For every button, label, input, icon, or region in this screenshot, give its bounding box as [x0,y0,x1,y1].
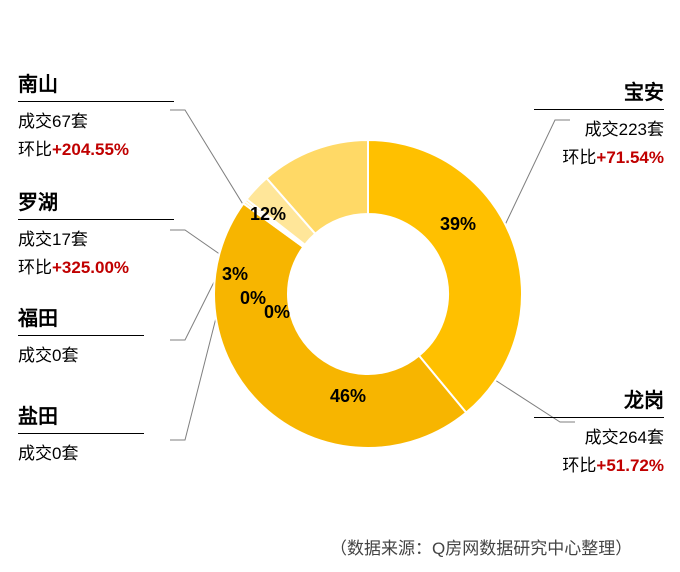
label-title: 龙岗 [534,384,664,413]
label-mom: 环比+51.72% [534,452,664,480]
leader-line [170,230,221,255]
label-rule [18,219,174,220]
label-nanshan: 南山 成交67套 环比+204.55% [18,68,174,164]
leader-line [170,310,218,440]
mom-value: +51.72% [596,456,664,475]
mom-value: +325.00% [52,258,129,277]
mom-prefix: 环比 [18,258,52,277]
label-title: 福田 [18,302,144,331]
slice-pct-label: 0% [264,302,290,322]
label-baoan: 宝安 成交223套 环比+71.54% [534,76,664,172]
label-deals: 成交67套 [18,108,174,136]
label-mom: 环比+325.00% [18,254,174,282]
label-title: 罗湖 [18,186,174,215]
footer-source: （数据来源：Q房网数据研究中心整理） [330,534,632,559]
mom-prefix: 环比 [18,140,52,159]
leader-line [170,280,215,340]
label-rule [18,433,144,434]
label-rule [18,101,174,102]
label-longgang: 龙岗 成交264套 环比+51.72% [534,384,664,480]
label-rule [18,335,144,336]
label-deals: 成交223套 [534,116,664,144]
label-title: 宝安 [534,76,664,105]
label-title: 南山 [18,68,174,97]
slice-pct-label: 0% [240,288,266,308]
label-luohu: 罗湖 成交17套 环比+325.00% [18,186,174,282]
chart-stage: { "chart": { "type": "donut", "center": … [0,0,680,572]
slice-pct-label: 12% [250,204,286,224]
mom-value: +204.55% [52,140,129,159]
slice-pct-label: 39% [440,214,476,234]
label-rule [534,109,664,110]
label-deals: 成交264套 [534,424,664,452]
label-rule [534,417,664,418]
slice-pct-label: 3% [222,264,248,284]
label-futian: 福田 成交0套 [18,302,144,370]
label-deals: 成交0套 [18,440,144,468]
mom-prefix: 环比 [562,456,596,475]
slice-pct-label: 46% [330,386,366,406]
mom-value: +71.54% [596,148,664,167]
label-mom: 环比+204.55% [18,136,174,164]
label-yantian: 盐田 成交0套 [18,400,144,468]
label-title: 盐田 [18,400,144,429]
donut-hole [288,214,448,374]
label-deals: 成交17套 [18,226,174,254]
mom-prefix: 环比 [562,148,596,167]
label-deals: 成交0套 [18,342,144,370]
label-mom: 环比+71.54% [534,144,664,172]
